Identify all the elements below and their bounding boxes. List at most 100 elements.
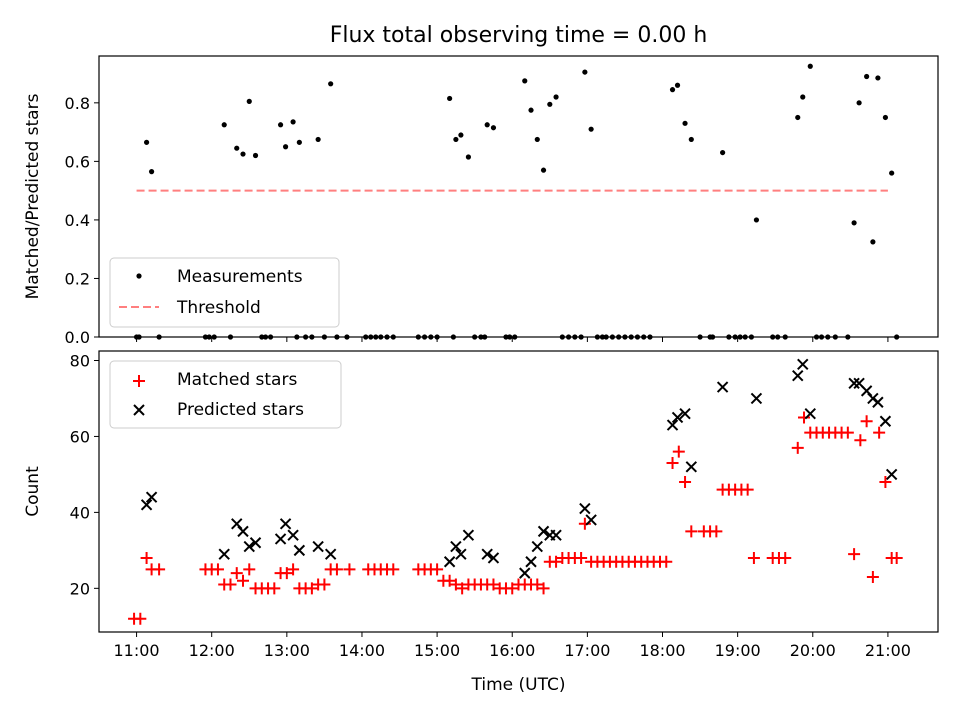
- predicted-stars-point: [218, 548, 230, 560]
- measurement-point: [447, 95, 453, 102]
- matched-stars-point: [866, 570, 879, 583]
- measurement-point: [484, 122, 490, 128]
- matched-stars-point: [268, 582, 281, 595]
- matched-stars-point: [487, 578, 500, 591]
- measurement-point: [465, 154, 472, 160]
- x-tick-label: 21:00: [865, 641, 911, 660]
- predicted-stars-point: [455, 548, 467, 560]
- predicted-stars-point: [519, 567, 531, 579]
- matched-stars-point: [578, 517, 591, 530]
- ratio-panel: Matched/Predicted stars Measurements Thr…: [23, 55, 939, 347]
- measurement-point: [384, 334, 390, 340]
- measurement-point: [503, 334, 509, 340]
- predicted-stars-point: [797, 358, 809, 370]
- measurement-point: [478, 334, 484, 340]
- measurement-point: [363, 334, 369, 340]
- measurement-point: [647, 334, 653, 340]
- predicted-legend-label: Predicted stars: [177, 400, 304, 420]
- matched-legend-label: Matched stars: [177, 370, 297, 390]
- matched-stars-point: [343, 563, 356, 576]
- measurement-point: [894, 334, 900, 340]
- predicted-stars-point: [293, 544, 306, 557]
- measurement-point: [770, 334, 776, 340]
- matched-stars-point: [779, 551, 792, 564]
- predicted-stars-point: [140, 499, 153, 511]
- predicted-stars-point: [579, 502, 591, 515]
- matched-stars-point: [140, 551, 153, 564]
- measurement-point: [553, 94, 559, 100]
- measurement-point: [547, 101, 553, 107]
- y-tick-label: 0.4: [65, 211, 90, 230]
- predicted-stars-point: [804, 407, 816, 420]
- matched-stars-point: [791, 441, 804, 454]
- matched-stars-point: [330, 563, 343, 576]
- measurement-point: [682, 120, 688, 126]
- predicted-stars-point: [462, 529, 475, 541]
- measurement-point: [321, 334, 328, 340]
- predicted-stars-point: [525, 556, 537, 568]
- measurement-point: [807, 63, 813, 69]
- matched-stars-point: [660, 555, 673, 568]
- matched-stars-point: [280, 567, 293, 580]
- measurement-point: [572, 334, 578, 340]
- measurement-point: [559, 334, 565, 340]
- y-tick-label: 80: [70, 351, 90, 370]
- matched-stars-point: [854, 434, 867, 447]
- measurement-point: [206, 334, 212, 340]
- predicted-stars-point: [792, 369, 804, 382]
- matched-stars-point: [211, 563, 224, 576]
- threshold-legend-label: Threshold: [176, 298, 261, 318]
- measurement-point: [450, 334, 456, 340]
- y-tick-label: 40: [70, 503, 90, 522]
- x-tick-label: 11:00: [114, 641, 160, 660]
- x-tick-label: 18:00: [639, 641, 685, 660]
- matched-stars-point: [710, 525, 723, 538]
- measurement-point: [616, 334, 622, 340]
- matched-stars-point: [848, 548, 861, 561]
- measurement-point: [540, 167, 547, 173]
- matched-stars-point: [531, 578, 544, 591]
- measurement-point: [482, 334, 488, 340]
- measurement-point: [753, 217, 760, 223]
- matched-stars-point: [387, 563, 400, 576]
- predicted-stars-point: [666, 419, 679, 431]
- predicted-stars-point: [312, 540, 324, 553]
- measurement-point: [856, 100, 862, 106]
- matched-stars-point: [431, 563, 444, 576]
- predicted-stars-point: [879, 415, 892, 427]
- predicted-stars-point: [537, 525, 550, 538]
- measurement-point: [688, 136, 694, 143]
- predicted-stars-point: [450, 540, 462, 553]
- measurement-point: [634, 334, 641, 340]
- measurement-point: [143, 139, 150, 145]
- measurement-point: [851, 220, 857, 226]
- y-tick-label: 0.8: [65, 94, 90, 113]
- x-tick-label: 13:00: [264, 641, 310, 660]
- measurement-point: [303, 334, 309, 340]
- predicted-stars-point: [872, 396, 884, 408]
- measurement-point: [156, 334, 162, 340]
- measurement-point: [825, 334, 831, 340]
- matched-stars-point: [449, 578, 462, 591]
- matched-stars-point: [443, 574, 456, 587]
- matched-stars-point: [890, 551, 903, 564]
- measurement-point: [782, 334, 788, 340]
- measurement-point: [889, 170, 895, 176]
- measurement-point: [227, 334, 234, 340]
- matched-stars-point: [305, 582, 318, 595]
- measurement-point: [246, 98, 252, 104]
- measurement-point: [211, 334, 217, 340]
- ratio-plot-frame: [98, 55, 939, 338]
- measurement-point: [565, 334, 572, 340]
- measurement-point: [748, 334, 755, 340]
- predicted-stars-point: [274, 533, 287, 545]
- measurement-point: [267, 334, 274, 340]
- measurement-point: [732, 334, 738, 340]
- predicted-stars-point: [243, 540, 255, 553]
- measurement-point: [294, 334, 300, 340]
- count-legend-box: [109, 360, 342, 429]
- matched-stars-point: [798, 411, 811, 424]
- measurement-point: [453, 136, 459, 143]
- y-tick-label: 60: [70, 427, 90, 446]
